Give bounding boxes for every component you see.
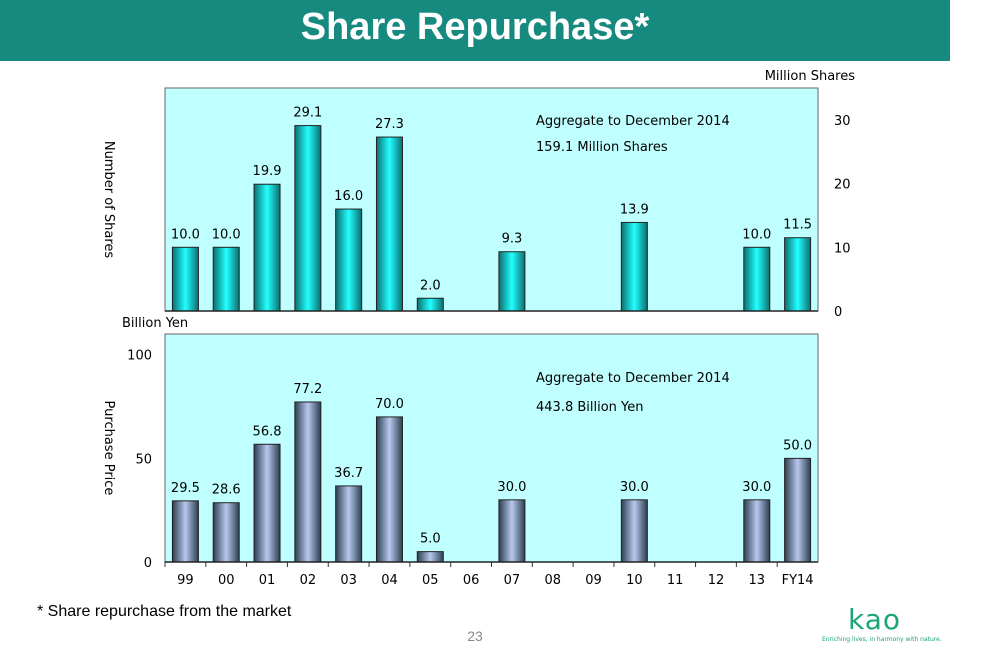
data-label: 29.1 — [293, 106, 322, 121]
data-label: 10.0 — [742, 227, 771, 242]
bar — [743, 246, 771, 312]
y-tick-label: 30 — [834, 114, 851, 129]
data-label: 10.0 — [212, 227, 241, 242]
data-label: 29.5 — [171, 481, 200, 496]
bar — [253, 443, 281, 563]
annotation: Aggregate to December 2014 — [536, 371, 730, 386]
bar — [171, 246, 199, 312]
data-label: 10.0 — [171, 227, 200, 242]
x-tick-label: 10 — [626, 573, 643, 588]
data-label: 50.0 — [783, 438, 812, 453]
bar — [498, 499, 526, 563]
x-tick-label: 05 — [422, 573, 439, 588]
x-tick-label: 04 — [381, 573, 398, 588]
data-label: 13.9 — [620, 202, 649, 217]
x-tick-label: 00 — [218, 573, 235, 588]
bar — [620, 221, 648, 312]
data-label: 30.0 — [620, 480, 649, 495]
bar — [620, 499, 648, 563]
data-label: 77.2 — [293, 382, 322, 397]
data-label: 9.3 — [502, 232, 523, 247]
y-tick-label: 20 — [834, 178, 851, 193]
annotation: 159.1 Million Shares — [536, 140, 668, 155]
y-axis-label: Number of Shares — [101, 141, 116, 259]
bar — [416, 297, 444, 312]
data-label: 30.0 — [742, 480, 771, 495]
data-label: 11.5 — [783, 218, 812, 233]
bar — [171, 500, 199, 563]
data-label: 19.9 — [253, 164, 282, 179]
logo-tagline: Enriching lives, in harmony with nature. — [822, 636, 942, 643]
y-tick-label: 50 — [135, 452, 152, 467]
header-bar — [0, 0, 950, 61]
x-tick-label: 06 — [463, 573, 480, 588]
x-tick-label: 12 — [708, 573, 725, 588]
bar — [294, 125, 322, 312]
page-title: Share Repurchase* — [300, 6, 650, 48]
data-label: 27.3 — [375, 117, 404, 132]
kao-logo: kao — [848, 603, 902, 636]
bar — [416, 551, 444, 563]
bar — [743, 499, 771, 563]
y-axis-label: Purchase Price — [101, 401, 116, 496]
annotation: Aggregate to December 2014 — [536, 114, 730, 129]
x-tick-label: 01 — [259, 573, 276, 588]
data-label: 16.0 — [334, 189, 363, 204]
bar — [212, 246, 240, 312]
bar — [253, 183, 281, 312]
bar — [335, 208, 363, 312]
x-tick-label: 11 — [667, 573, 684, 588]
y-tick-label: 10 — [834, 241, 851, 256]
annotation: 443.8 Billion Yen — [536, 400, 644, 415]
footnote: * Share repurchase from the market — [37, 603, 292, 620]
x-tick-label: 09 — [585, 573, 602, 588]
data-label: 56.8 — [253, 424, 282, 439]
x-tick-label: 02 — [300, 573, 317, 588]
bar — [375, 136, 403, 312]
bar — [375, 416, 403, 563]
bar — [498, 251, 526, 312]
y-tick-label: 100 — [127, 349, 152, 364]
bar — [294, 401, 322, 563]
x-tick-label: 08 — [544, 573, 561, 588]
bar — [335, 485, 363, 563]
bar — [784, 237, 812, 312]
bar — [212, 502, 240, 563]
unit-label: Million Shares — [765, 69, 856, 84]
x-tick-label: 13 — [749, 573, 766, 588]
x-tick-label: FY14 — [782, 573, 814, 588]
x-tick-label: 07 — [504, 573, 521, 588]
data-label: 28.6 — [212, 483, 241, 498]
data-label: 30.0 — [497, 480, 526, 495]
unit-label: Billion Yen — [122, 316, 188, 331]
data-label: 36.7 — [334, 466, 363, 481]
data-label: 2.0 — [420, 278, 441, 293]
page-number: 23 — [467, 628, 483, 644]
data-label: 70.0 — [375, 397, 404, 412]
bar — [784, 457, 812, 563]
x-tick-label: 03 — [340, 573, 357, 588]
y-tick-label: 0 — [834, 305, 842, 320]
x-tick-label: 99 — [177, 573, 194, 588]
data-label: 5.0 — [420, 532, 441, 547]
y-tick-label: 0 — [144, 556, 152, 571]
